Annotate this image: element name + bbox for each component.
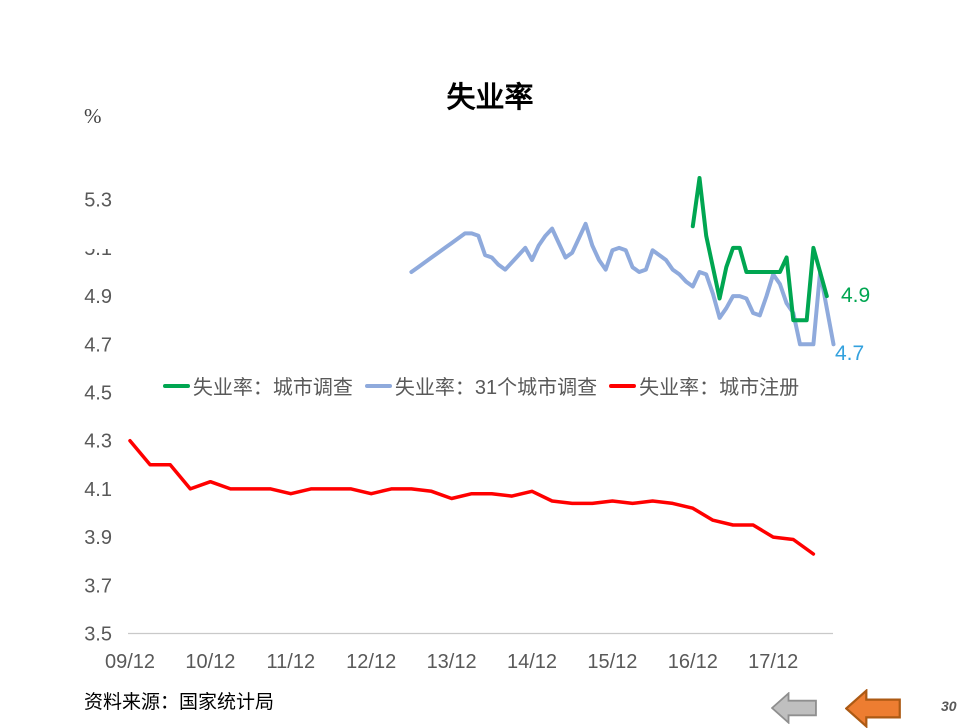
x-tick-label: 16/12 bbox=[668, 651, 718, 673]
page-number: 30 bbox=[941, 698, 957, 714]
x-tick-label: 11/12 bbox=[267, 651, 316, 673]
y-tick-label: 4.7 bbox=[84, 334, 112, 356]
series-line-registered bbox=[128, 438, 816, 556]
legend-label-registered: 失业率：城市注册 bbox=[639, 377, 800, 399]
legend-line-swatch-red bbox=[609, 383, 637, 388]
legend-label-31city-survey: 失业率：31个城市调查 bbox=[394, 377, 598, 399]
x-tick-label: 13/12 bbox=[427, 651, 477, 673]
chart-legend: 失业率：城市调查 失业率：31个城市调查 失业率：城市注册 bbox=[128, 371, 834, 400]
y-tick-label: 4.9 bbox=[84, 286, 112, 308]
legend-label-urban-survey: 失业率：城市调查 bbox=[192, 377, 353, 399]
y-tick-label: 3.5 bbox=[84, 624, 112, 646]
orange-left-arrow-icon[interactable] bbox=[845, 689, 901, 728]
series-line-urban-survey bbox=[690, 176, 829, 323]
y-tick-label: 4.1 bbox=[84, 479, 112, 501]
legend-line-swatch-green bbox=[162, 383, 190, 388]
series-line-31city-survey bbox=[409, 221, 836, 347]
y-tick-label: 3.9 bbox=[84, 527, 112, 549]
x-tick-label: 12/12 bbox=[346, 651, 396, 673]
x-tick-label: 15/12 bbox=[587, 651, 637, 673]
chart-title: 失业率 bbox=[446, 82, 534, 114]
x-tick-label: 09/12 bbox=[105, 651, 155, 673]
label-clip-patch bbox=[60, 218, 118, 249]
gray-left-arrow-icon[interactable] bbox=[771, 692, 817, 724]
y-tick-label: 4.5 bbox=[84, 383, 112, 405]
series-end-label-31city-survey: 4.7 bbox=[835, 342, 865, 365]
y-tick-label: 4.3 bbox=[84, 431, 112, 453]
legend-line-swatch-blue bbox=[364, 383, 392, 388]
y-axis-unit-label: % bbox=[84, 104, 102, 128]
legend-item-31city-survey: 失业率：31个城市调查 bbox=[364, 371, 598, 400]
series-end-label-urban-survey: 4.9 bbox=[841, 284, 871, 307]
x-tick-label: 17/12 bbox=[748, 651, 798, 673]
source-note: 资料来源：国家统计局 bbox=[84, 692, 275, 713]
legend-item-registered: 失业率：城市注册 bbox=[609, 371, 799, 400]
x-tick-label: 10/12 bbox=[185, 651, 235, 673]
x-tick-label: 14/12 bbox=[507, 651, 557, 673]
legend-item-urban-survey: 失业率：城市调查 bbox=[162, 371, 353, 400]
y-tick-label: 3.7 bbox=[84, 575, 112, 597]
y-tick-label: 5.3 bbox=[84, 190, 112, 212]
